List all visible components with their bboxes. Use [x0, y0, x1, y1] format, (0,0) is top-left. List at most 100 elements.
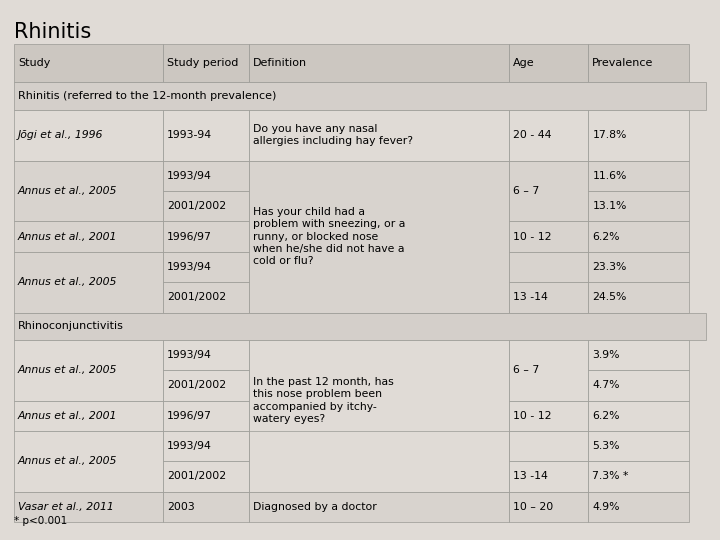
Bar [14, 401, 163, 431]
Text: 2003: 2003 [167, 502, 194, 512]
Bar [163, 491, 249, 522]
Text: Rhinitis: Rhinitis [14, 22, 91, 42]
Bar [14, 252, 163, 313]
Text: 1993/94: 1993/94 [167, 262, 212, 272]
Bar [588, 370, 689, 401]
Bar [14, 110, 163, 161]
Bar [163, 370, 249, 401]
Bar [588, 340, 689, 370]
Text: 24.5%: 24.5% [593, 292, 626, 302]
Bar [163, 110, 249, 161]
Text: 1996/97: 1996/97 [167, 232, 212, 241]
Bar [509, 252, 588, 282]
Text: Age: Age [513, 58, 534, 68]
Bar [509, 401, 588, 431]
Text: Annus et al., 2005: Annus et al., 2005 [18, 365, 117, 375]
Text: 2001/2002: 2001/2002 [167, 292, 226, 302]
Text: Annus et al., 2001: Annus et al., 2001 [18, 411, 117, 421]
Text: Study period: Study period [167, 58, 238, 68]
Bar [588, 161, 689, 191]
Text: 7.3% *: 7.3% * [593, 471, 629, 482]
Text: 1993/94: 1993/94 [167, 171, 212, 181]
Text: 11.6%: 11.6% [593, 171, 626, 181]
Bar [249, 44, 509, 83]
Text: Annus et al., 2005: Annus et al., 2005 [18, 456, 117, 466]
Bar [163, 340, 249, 370]
Text: 3.9%: 3.9% [593, 350, 620, 360]
Text: 2001/2002: 2001/2002 [167, 380, 226, 390]
Text: * p<0.001: * p<0.001 [14, 516, 67, 526]
Bar [588, 461, 689, 491]
Bar [509, 110, 588, 161]
Bar [14, 44, 163, 83]
Bar [509, 44, 588, 83]
Text: 6 – 7: 6 – 7 [513, 186, 539, 196]
Bar [509, 282, 588, 313]
Bar [588, 44, 689, 83]
Text: Annus et al., 2001: Annus et al., 2001 [18, 232, 117, 241]
Text: 20 - 44: 20 - 44 [513, 130, 552, 140]
Bar [588, 252, 689, 282]
Bar [588, 431, 689, 461]
Bar [163, 161, 249, 191]
Bar [163, 461, 249, 491]
Bar [249, 161, 509, 313]
Bar [249, 491, 509, 522]
Bar [14, 221, 163, 252]
Bar [509, 221, 588, 252]
Text: Annus et al., 2005: Annus et al., 2005 [18, 186, 117, 196]
Text: 10 - 12: 10 - 12 [513, 411, 552, 421]
Text: 13 -14: 13 -14 [513, 292, 548, 302]
Bar [588, 401, 689, 431]
Text: 1993-94: 1993-94 [167, 130, 212, 140]
Bar [163, 252, 249, 282]
Text: Diagnosed by a doctor: Diagnosed by a doctor [253, 502, 377, 512]
Text: 6.2%: 6.2% [593, 411, 620, 421]
Text: In the past 12 month, has
this nose problem been
accompanied by itchy-
watery ey: In the past 12 month, has this nose prob… [253, 377, 394, 424]
Text: Jõgi et al., 1996: Jõgi et al., 1996 [18, 130, 104, 140]
Text: 10 - 12: 10 - 12 [513, 232, 552, 241]
Bar [249, 340, 509, 461]
Text: 17.8%: 17.8% [593, 130, 626, 140]
Text: Annus et al., 2005: Annus et al., 2005 [18, 277, 117, 287]
Text: 13 -14: 13 -14 [513, 471, 548, 482]
Text: 1993/94: 1993/94 [167, 350, 212, 360]
Bar [163, 431, 249, 461]
Text: 13.1%: 13.1% [593, 201, 626, 211]
Bar [588, 221, 689, 252]
Bar [14, 491, 163, 522]
Bar [163, 221, 249, 252]
Text: Study: Study [18, 58, 50, 68]
Bar [509, 340, 588, 401]
Bar [14, 313, 706, 340]
Bar [249, 431, 509, 491]
Text: 10 – 20: 10 – 20 [513, 502, 553, 512]
Text: 6.2%: 6.2% [593, 232, 620, 241]
Bar [509, 491, 588, 522]
Bar [588, 191, 689, 221]
Bar [588, 110, 689, 161]
Bar [509, 431, 588, 461]
Text: Vasar et al., 2011: Vasar et al., 2011 [18, 502, 114, 512]
Bar [163, 282, 249, 313]
Text: 2001/2002: 2001/2002 [167, 201, 226, 211]
Bar [14, 161, 163, 221]
Text: Definition: Definition [253, 58, 307, 68]
Text: 4.9%: 4.9% [593, 502, 620, 512]
Text: 6 – 7: 6 – 7 [513, 365, 539, 375]
Text: 4.7%: 4.7% [593, 380, 620, 390]
Text: 5.3%: 5.3% [593, 441, 620, 451]
Bar [588, 282, 689, 313]
Text: Rhinitis (referred to the 12-month prevalence): Rhinitis (referred to the 12-month preva… [18, 91, 276, 101]
Text: Do you have any nasal
allergies including hay fever?: Do you have any nasal allergies includin… [253, 124, 413, 146]
Text: 1996/97: 1996/97 [167, 411, 212, 421]
Bar [14, 431, 163, 491]
Text: Prevalence: Prevalence [593, 58, 654, 68]
Bar [249, 110, 509, 161]
Bar [509, 461, 588, 491]
Bar [14, 340, 163, 401]
Bar [509, 161, 588, 221]
Bar [163, 401, 249, 431]
Text: Has your child had a
problem with sneezing, or a
runny, or blocked nose
when he/: Has your child had a problem with sneezi… [253, 207, 405, 266]
Text: 1993/94: 1993/94 [167, 441, 212, 451]
